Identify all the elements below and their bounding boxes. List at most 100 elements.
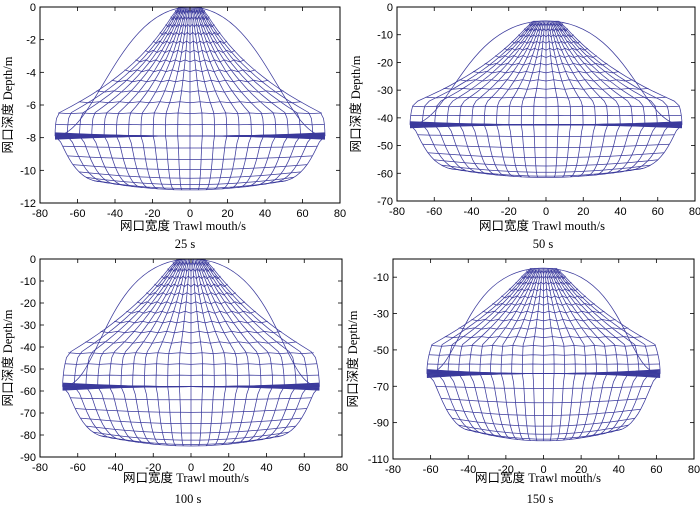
mesh-line: [70, 397, 312, 401]
y-axis-label: 网口深度 Depth/m: [348, 55, 363, 152]
mesh-line: [443, 88, 649, 90]
mesh-line: [552, 267, 629, 374]
mesh-line: [124, 69, 256, 72]
mesh-line: [120, 386, 147, 444]
mesh-line: [550, 267, 608, 374]
mesh-line: [68, 352, 314, 354]
mesh-line: [116, 7, 185, 137]
mesh-line: [554, 267, 650, 374]
mesh-line: [472, 430, 615, 442]
mesh-line: [552, 20, 621, 125]
mesh-line: [625, 124, 670, 172]
mesh-line: [85, 259, 181, 387]
y-tick-label: -8: [26, 133, 36, 145]
mesh-line: [165, 23, 215, 28]
y-tick-label: -4: [26, 67, 36, 79]
mesh-line: [126, 310, 256, 314]
mesh-line: [92, 431, 290, 441]
y-tick-label: -20: [20, 298, 36, 310]
x-tick-label: -40: [464, 206, 480, 218]
x-tick-label: 20: [577, 206, 589, 218]
mesh-line: [550, 20, 596, 125]
mesh-line: [201, 259, 297, 387]
mesh-line: [494, 55, 598, 58]
mesh-line: [607, 373, 650, 433]
mesh-line: [490, 373, 512, 440]
y-tick-label: -30: [377, 85, 393, 97]
mesh-line: [198, 386, 204, 447]
mesh-line: [167, 267, 215, 273]
x-tick-label: 60: [650, 464, 662, 476]
y-tick-label: -20: [377, 57, 393, 69]
chart-title: 150 s: [527, 492, 554, 506]
mesh-line: [165, 135, 175, 191]
mesh-line: [213, 135, 228, 190]
mesh-line: [62, 386, 109, 438]
x-tick-label: -60: [70, 462, 86, 474]
y-tick-label: -30: [20, 320, 36, 332]
mesh-line: [457, 169, 635, 178]
mesh-line: [116, 135, 143, 188]
x-tick-label: -40: [108, 462, 124, 474]
mesh-line: [86, 425, 296, 434]
y-tick-label: -60: [20, 386, 36, 398]
y-tick-label: -70: [377, 196, 393, 208]
chart-panel-1: -80 -60 -40 -20 0 20 40 60 80-12-10-8-6-4-20网口深度…: [0, 2, 346, 251]
mesh-line: [66, 7, 181, 137]
y-tick-label: 0: [30, 254, 36, 266]
mesh-line: [265, 386, 308, 439]
mesh-line: [146, 292, 236, 296]
y-tick-label: -50: [377, 141, 393, 153]
mesh-line: [526, 269, 561, 274]
mesh-line: [197, 7, 289, 137]
mesh-line: [159, 31, 221, 36]
y-axis-label: 网口深度 Depth/m: [0, 56, 15, 153]
x-tick-label: -60: [70, 208, 86, 220]
mesh-line: [549, 373, 555, 441]
mesh-line: [195, 7, 264, 137]
mesh-line: [471, 124, 499, 176]
net-mesh-1: [54, 7, 326, 191]
y-tick-label: -30: [373, 309, 389, 321]
mesh-line: [569, 373, 587, 440]
mesh-line: [62, 145, 318, 149]
x-tick-label: 0: [188, 462, 194, 474]
y-tick-label: -10: [20, 165, 36, 177]
y-tick-label: -40: [377, 113, 393, 125]
x-tick-label: 60: [296, 208, 308, 220]
mesh-line: [533, 124, 539, 178]
mesh-line: [500, 373, 518, 440]
mesh-line: [197, 259, 262, 387]
mesh-line: [471, 20, 540, 125]
mesh-line: [111, 79, 269, 83]
mesh-line: [422, 20, 535, 125]
mesh-line: [143, 386, 162, 446]
mesh-line: [447, 373, 486, 435]
x-tick-label: -40: [107, 208, 123, 220]
mesh-line: [532, 373, 538, 441]
x-axis-label: 网口宽度 Trawl mouth/s: [123, 470, 249, 485]
mesh-line: [155, 386, 169, 446]
mesh-line: [459, 79, 633, 82]
mesh-line: [482, 310, 605, 314]
x-tick-label: 20: [221, 208, 233, 220]
mesh-line: [170, 15, 210, 21]
x-axis-label: 网口宽度 Trawl mouth/s: [479, 218, 605, 233]
mesh-line: [140, 135, 159, 190]
mesh-line: [556, 373, 566, 441]
chart-title: 25 s: [175, 237, 196, 251]
mesh-line: [174, 9, 206, 15]
mesh-line: [601, 373, 640, 435]
mesh-line: [140, 7, 187, 137]
y-tick-label: -70: [20, 408, 36, 420]
x-tick-label: 40: [613, 464, 625, 476]
mesh-line: [93, 180, 287, 189]
mesh-line: [143, 259, 187, 387]
y-tick-label: -50: [373, 345, 389, 357]
mesh-line: [172, 261, 210, 266]
mesh-line: [444, 336, 643, 338]
x-tick-label: 80: [336, 462, 348, 474]
y-tick-label: -50: [20, 364, 36, 376]
mesh-line: [85, 176, 295, 185]
mesh-line: [501, 295, 586, 299]
